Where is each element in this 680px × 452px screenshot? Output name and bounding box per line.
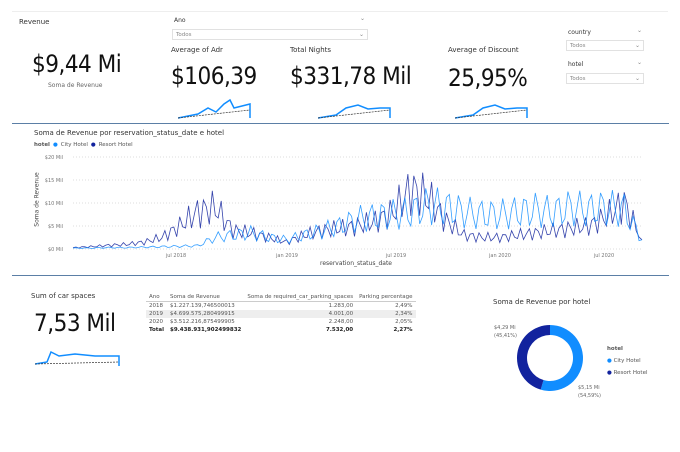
slicer-country-label: country bbox=[568, 29, 591, 36]
sparkline-nights bbox=[318, 104, 391, 119]
legend-label: City Hotel bbox=[613, 358, 641, 364]
table-cell: 2,49% bbox=[395, 303, 413, 309]
separator bbox=[12, 275, 669, 276]
legend-dot-city: ● bbox=[52, 142, 58, 148]
chevron-down-icon: ⌄ bbox=[358, 31, 364, 38]
x-tick-label: jan 2019 bbox=[275, 253, 298, 259]
series-line-city[interactable] bbox=[72, 187, 643, 249]
series-line-resort[interactable] bbox=[72, 172, 643, 249]
total-cell: 7.532,00 bbox=[325, 327, 354, 333]
total-cell: 2,27% bbox=[393, 327, 413, 333]
resort-percent: (45,41%) bbox=[494, 333, 517, 339]
chevron-down-icon: ⌄ bbox=[634, 42, 640, 49]
table-total-row: Total $9.438.931,902499832 7.532,00 2,27% bbox=[146, 326, 416, 334]
col-header[interactable]: Soma de required_car_parking_spaces bbox=[244, 293, 357, 302]
legend-label: Resort Hotel bbox=[613, 370, 648, 376]
table-cell: 2018 bbox=[149, 303, 163, 309]
slicer-ano-dropdown[interactable]: Todos ⌄ bbox=[172, 29, 368, 40]
resort-label: $4,29 Mi (45,41%) bbox=[494, 324, 517, 340]
chevron-down-icon[interactable]: ⌄ bbox=[637, 27, 643, 34]
revenue-card-title: Revenue bbox=[19, 18, 50, 26]
parking-table: Ano Soma de Revenue Soma de required_car… bbox=[146, 293, 416, 334]
car-card-title: Sum of car spaces bbox=[31, 292, 96, 300]
kpi-nights-value: $331,78 Mil bbox=[290, 62, 412, 90]
donut-chart bbox=[516, 325, 583, 391]
total-cell: Total bbox=[149, 327, 165, 333]
table-row[interactable]: 2019 $4.699.575,280499915 4.001,00 2,34% bbox=[146, 310, 416, 318]
slicer-ano-value: Todos bbox=[176, 31, 192, 38]
x-tick-label: jul 2020 bbox=[593, 253, 614, 259]
sparkline-car bbox=[35, 350, 120, 366]
sparkline-discount bbox=[455, 104, 528, 119]
y-axis-title: Soma de Revenue bbox=[33, 172, 41, 227]
kpi-nights-title: Total Nights bbox=[290, 46, 332, 54]
col-header[interactable]: Parking percentage bbox=[356, 293, 416, 302]
kpi-adr-title: Average of Adr bbox=[171, 46, 223, 54]
table-cell: 2020 bbox=[149, 319, 163, 325]
sparkline-adr bbox=[178, 98, 251, 119]
car-card-value: 7,53 Mil bbox=[34, 309, 116, 337]
chevron-down-icon[interactable]: ⌄ bbox=[637, 59, 643, 66]
slicer-hotel-dropdown[interactable]: Todos ⌄ bbox=[566, 73, 644, 84]
pie-legend-city[interactable]: ● City Hotel bbox=[607, 355, 648, 367]
slicer-ano-label: Ano bbox=[174, 17, 186, 24]
table-cell: 2019 bbox=[149, 311, 163, 317]
resort-value: $4,29 Mi bbox=[494, 325, 516, 331]
legend-city[interactable]: City Hotel bbox=[60, 142, 88, 148]
y-tick-label: $10 Mil bbox=[45, 201, 63, 207]
legend-resort[interactable]: Resort Hotel bbox=[98, 142, 133, 148]
kpi-discount-title: Average of Discount bbox=[448, 46, 519, 54]
pie-legend: hotel ● City Hotel ● Resort Hotel bbox=[607, 343, 648, 379]
legend-title: hotel bbox=[34, 142, 50, 148]
city-percent: (54,59%) bbox=[578, 393, 601, 399]
table-cell: $3.512.216,875499905 bbox=[170, 319, 235, 325]
city-value: $5,15 Mi bbox=[578, 385, 600, 391]
pie-legend-resort[interactable]: ● Resort Hotel bbox=[607, 367, 648, 379]
line-chart-legend: hotel ● City Hotel ● Resort Hotel bbox=[34, 142, 133, 148]
table-cell: 2,34% bbox=[395, 311, 413, 317]
kpi-discount-value: 25,95% bbox=[448, 64, 528, 92]
col-header[interactable]: Ano bbox=[146, 293, 168, 302]
city-label: $5,15 Mi (54,59%) bbox=[578, 384, 601, 400]
x-tick-label: jul 2018 bbox=[165, 253, 186, 259]
table-cell: $4.699.575,280499915 bbox=[170, 311, 235, 317]
table-cell: 2,05% bbox=[395, 319, 413, 325]
line-chart-title: Soma de Revenue por reservation_status_d… bbox=[34, 129, 225, 137]
slicer-country-value: Todos bbox=[570, 42, 586, 49]
table-cell: $1.227.139,746500013 bbox=[170, 303, 235, 309]
dot-icon: ● bbox=[607, 370, 614, 376]
table-row[interactable]: 2018 $1.227.139,746500013 1.283,00 2,49% bbox=[146, 302, 416, 311]
y-tick-label: $5 Mil bbox=[48, 224, 63, 230]
y-tick-label: $15 Mil bbox=[45, 178, 63, 184]
x-axis-title: reservation_status_date bbox=[320, 260, 392, 267]
y-tick-label: $0 Mil bbox=[48, 247, 63, 253]
table-row[interactable]: 2020 $3.512.216,875499905 2.248,00 2,05% bbox=[146, 318, 416, 326]
top-border bbox=[12, 11, 668, 12]
pie-legend-title: hotel bbox=[607, 346, 623, 352]
slicer-hotel-label: hotel bbox=[568, 61, 584, 68]
chevron-down-icon: ⌄ bbox=[634, 75, 640, 82]
table-cell: 1.283,00 bbox=[328, 303, 354, 309]
total-cell: $9.438.931,902499832 bbox=[170, 327, 242, 333]
table-cell: 4.001,00 bbox=[328, 311, 354, 317]
revenue-label: Soma de Revenue bbox=[48, 82, 103, 89]
legend-dot-resort: ● bbox=[90, 142, 96, 148]
x-tick-label: jul 2019 bbox=[385, 253, 406, 259]
slicer-hotel-value: Todos bbox=[570, 75, 586, 82]
donut-slice-city[interactable] bbox=[540, 325, 583, 391]
x-tick-label: jan 2020 bbox=[488, 253, 511, 259]
separator bbox=[12, 123, 669, 124]
kpi-adr-value: $106,39 bbox=[171, 62, 257, 90]
table-cell: 2.248,00 bbox=[328, 319, 354, 325]
pie-chart-title: Soma de Revenue por hotel bbox=[493, 298, 591, 306]
line-chart: $0 Mil $5 Mil $10 Mil $15 Mil $20 Mil jul 201… bbox=[45, 155, 643, 259]
y-tick-label: $20 Mil bbox=[45, 155, 63, 161]
dot-icon: ● bbox=[607, 358, 614, 364]
donut-slice-resort[interactable] bbox=[516, 325, 550, 390]
slicer-country-dropdown[interactable]: Todos ⌄ bbox=[566, 40, 644, 51]
col-header[interactable]: Soma de Revenue bbox=[167, 293, 245, 302]
chevron-down-icon[interactable]: ⌄ bbox=[360, 15, 366, 22]
revenue-value: $9,44 Mi bbox=[32, 50, 122, 78]
